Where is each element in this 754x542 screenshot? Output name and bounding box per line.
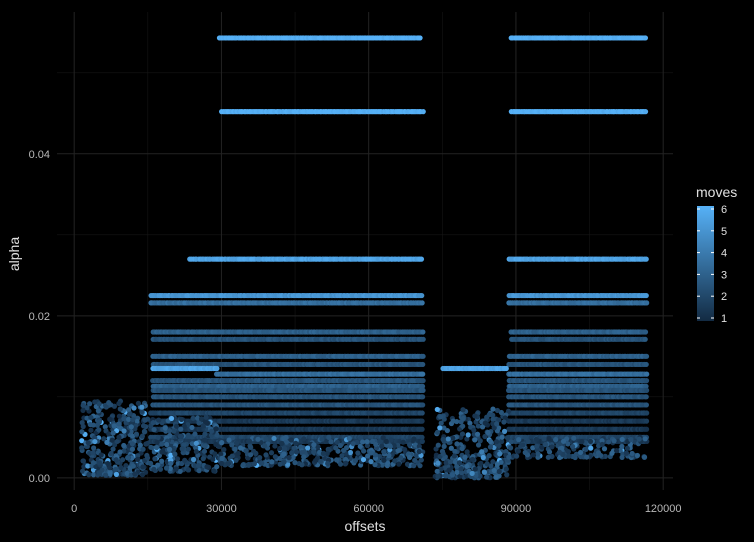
data-point (80, 423, 86, 430)
data-point (420, 109, 426, 115)
data-point (420, 378, 426, 384)
data-point (642, 35, 649, 41)
data-point (420, 394, 426, 400)
data-point (642, 329, 649, 335)
data-point (118, 464, 124, 471)
data-point (419, 300, 425, 306)
data-point (79, 429, 85, 435)
data-point (644, 410, 650, 416)
data-point (139, 404, 145, 410)
data-point (419, 438, 425, 444)
data-point (116, 421, 122, 427)
data-points (79, 35, 650, 481)
data-point (503, 365, 509, 372)
data-point (80, 402, 86, 409)
data-point (119, 457, 126, 463)
data-point (642, 336, 648, 342)
data-point (143, 441, 149, 447)
data-point (644, 300, 650, 306)
data-point (96, 401, 102, 407)
data-point (129, 441, 135, 447)
data-point (643, 426, 650, 432)
data-point (96, 419, 102, 425)
data-point (644, 387, 650, 393)
data-point (91, 445, 97, 451)
data-point (144, 455, 151, 461)
data-point (642, 109, 649, 115)
data-point (419, 426, 425, 432)
data-point (214, 365, 220, 372)
data-point (117, 406, 123, 412)
data-point (643, 402, 650, 408)
data-point (643, 378, 650, 384)
data-point (420, 353, 426, 359)
data-point (106, 431, 112, 437)
data-point (419, 292, 425, 299)
data-point (644, 371, 650, 377)
data-point (134, 456, 141, 462)
data-point (141, 428, 148, 435)
data-point (79, 445, 85, 451)
data-point (142, 417, 148, 423)
data-point (420, 361, 426, 368)
data-point (87, 421, 93, 428)
data-point (420, 336, 426, 342)
data-point (643, 256, 649, 262)
data-point (643, 418, 650, 424)
data-point (116, 413, 122, 419)
data-point (107, 416, 113, 422)
data-point (643, 353, 650, 359)
data-point (420, 387, 426, 393)
grid-major (57, 12, 673, 490)
data-point (420, 329, 426, 335)
data-point (419, 418, 425, 424)
data-point (420, 371, 426, 377)
data-point (135, 400, 142, 406)
data-point (419, 410, 425, 416)
data-point (96, 427, 102, 433)
data-point (417, 35, 423, 41)
data-point (117, 449, 123, 455)
data-point (113, 471, 120, 477)
data-point (420, 402, 426, 408)
data-point (130, 463, 136, 469)
data-point (87, 401, 93, 407)
data-point (643, 394, 649, 400)
data-point (126, 407, 132, 413)
data-point (643, 361, 649, 368)
grid-minor (57, 12, 673, 490)
data-point (643, 292, 649, 299)
data-point (113, 466, 119, 473)
data-point (140, 464, 146, 470)
data-point (110, 446, 116, 452)
data-point (418, 256, 425, 262)
data-point (121, 442, 127, 449)
